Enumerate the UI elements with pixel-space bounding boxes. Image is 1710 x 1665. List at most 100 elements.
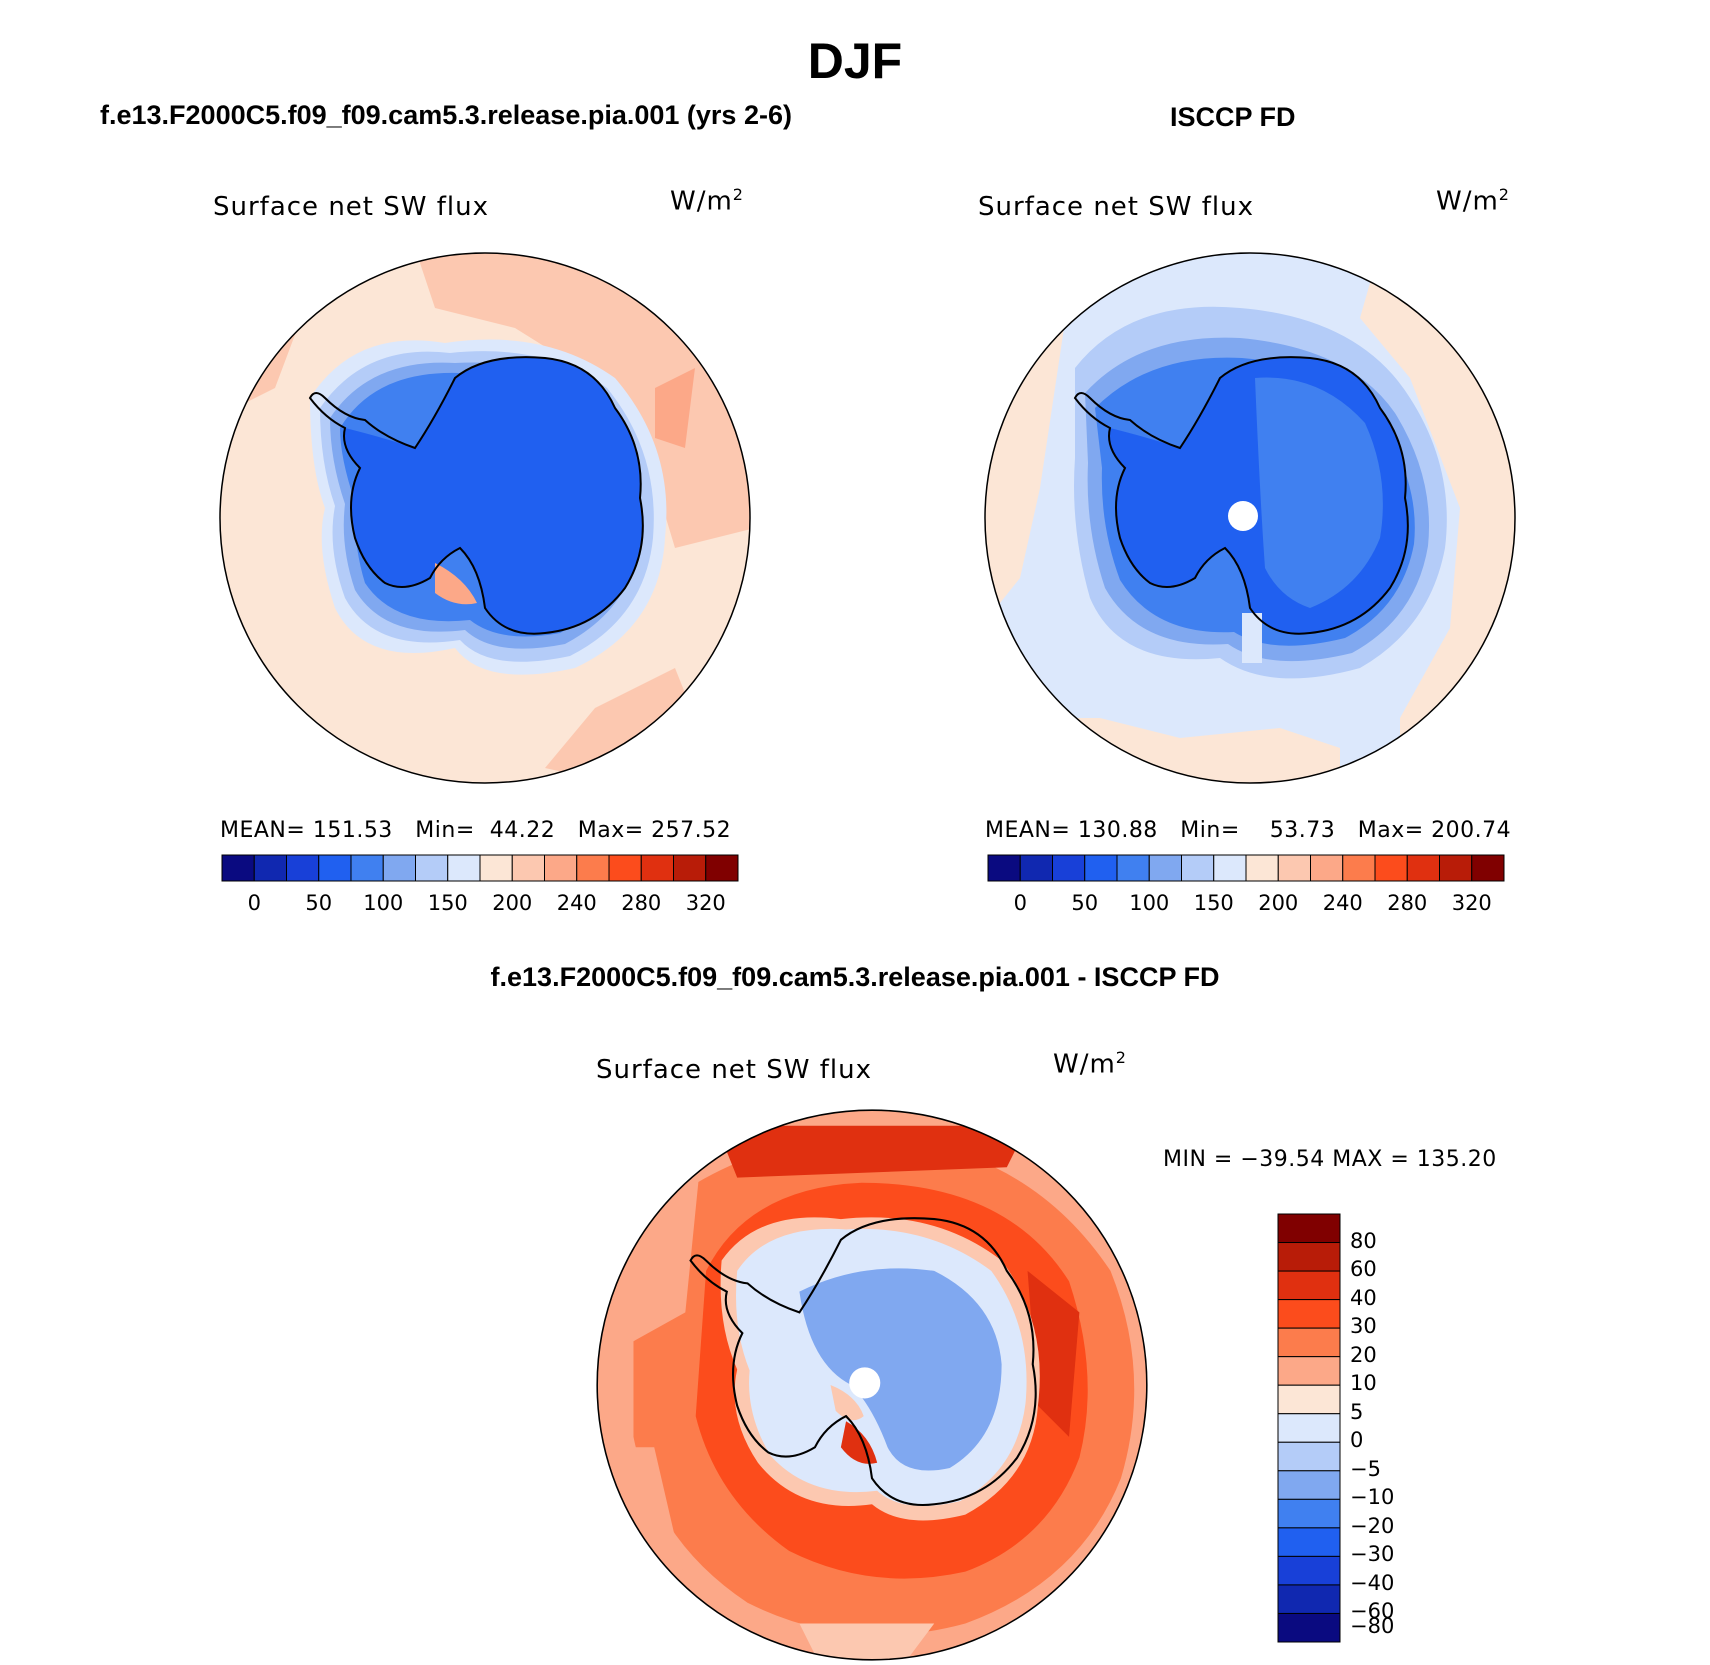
colorbar-swatch: [1277, 1384, 1341, 1415]
colorbar-swatch: [1245, 854, 1279, 882]
min-value: 53.73: [1269, 818, 1336, 843]
colorbar-swatch: [576, 854, 610, 882]
min-label: Min=: [1180, 818, 1240, 843]
max-label: Max=: [1357, 818, 1424, 843]
colorbar-swatch: [1277, 1413, 1341, 1443]
colorbar-swatch: [479, 854, 513, 882]
mean-value: 130.88: [1077, 818, 1158, 843]
colorbar-swatch: [608, 854, 642, 882]
colorbar-swatch: [1277, 854, 1311, 882]
colorbar-swatch: [350, 854, 384, 882]
variable-label-model: Surface net SW flux: [213, 192, 489, 222]
units-label-obs: W/m2: [1436, 185, 1510, 217]
colorbar-tick-label: 240: [556, 891, 597, 915]
colorbar-swatch: [1277, 1498, 1341, 1529]
colorbar-tick-label: −80: [1350, 1614, 1395, 1638]
units-superscript: 2: [1115, 1048, 1127, 1067]
colorbar-swatch: [1277, 1470, 1341, 1500]
mean-value: 151.53: [312, 818, 393, 843]
variable-label-obs: Surface net SW flux: [978, 192, 1254, 222]
colorbar-swatch: [640, 854, 674, 882]
colorbar-swatch: [1277, 1555, 1341, 1586]
colorbar-swatch: [382, 854, 416, 882]
units-superscript: 2: [1498, 185, 1510, 204]
colorbar-tick-label: 50: [1071, 891, 1099, 915]
colorbar-tick-label: −5: [1350, 1456, 1381, 1481]
colorbar-tick-label: 200: [492, 891, 533, 915]
colorbar-tick-label: 150: [427, 891, 468, 915]
colorbar-obs: [987, 854, 1505, 882]
min-label: Min=: [415, 818, 475, 843]
colorbar-tick-label: 30: [1350, 1314, 1377, 1339]
stats-model: MEAN= 151.53 Min= 44.22 Max= 257.52: [220, 818, 731, 843]
colorbar-swatch: [286, 854, 320, 882]
colorbar-tick-label: 5: [1350, 1399, 1364, 1424]
colorbar-tick-label: 0: [247, 891, 261, 915]
minmax-diff: MIN = −39.54 MAX = 135.20: [1163, 1147, 1497, 1172]
colorbar-tick-label: 240: [1322, 891, 1363, 915]
units-superscript: 2: [732, 185, 744, 204]
units-text: W/m: [1436, 186, 1499, 217]
colorbar-swatch: [1116, 854, 1150, 882]
colorbar-swatch: [1277, 1242, 1341, 1272]
colorbar-swatch: [1342, 854, 1376, 882]
mean-label: MEAN=: [220, 818, 306, 843]
colorbar-swatch: [1277, 1584, 1341, 1614]
stats-obs: MEAN= 130.88 Min= 53.73 Max= 200.74: [985, 818, 1511, 843]
colorbar-swatch: [1148, 854, 1182, 882]
colorbar-swatch: [1084, 854, 1118, 882]
colorbar-swatch: [1310, 854, 1344, 882]
colorbar-swatch: [253, 854, 287, 882]
colorbar-tick-label: 40: [1350, 1285, 1377, 1310]
colorbar-tick-label: −40: [1350, 1570, 1395, 1595]
max-value: 200.74: [1431, 818, 1512, 843]
colorbar-tick-label: 60: [1350, 1257, 1377, 1282]
colorbar-tick-label: 280: [621, 891, 662, 915]
colorbar-tick-label: 50: [305, 891, 333, 915]
colorbar-swatch: [544, 854, 578, 882]
colorbar-swatch: [447, 854, 481, 882]
colorbar-tick-label: 280: [1387, 891, 1428, 915]
colorbar-swatch: [1471, 854, 1505, 882]
units-text: W/m: [670, 186, 733, 217]
colorbar-swatch: [1374, 854, 1408, 882]
min-value: 44.22: [489, 818, 556, 843]
colorbar-swatch: [987, 854, 1021, 882]
panel-title-obs: ISCCP FD: [1170, 102, 1296, 132]
polar-map-model: [219, 252, 751, 784]
colorbar-diff: [1277, 1213, 1341, 1643]
colorbar-swatch: [1213, 854, 1247, 882]
polar-map-diff: [596, 1109, 1148, 1661]
colorbar-tick-label: −20: [1350, 1513, 1395, 1538]
max-label: Max=: [577, 818, 644, 843]
colorbar-tick-label: 10: [1350, 1371, 1377, 1396]
main-title: DJF: [807, 33, 903, 89]
colorbar-swatch: [1019, 854, 1053, 882]
colorbar-tick-label: 100: [1129, 891, 1170, 915]
colorbar-tick-label: 100: [363, 891, 404, 915]
colorbar-swatch: [1052, 854, 1086, 882]
colorbar-swatch: [1277, 1213, 1341, 1244]
colorbar-swatch: [673, 854, 707, 882]
colorbar-swatch: [1277, 1527, 1341, 1557]
colorbar-tick-label: 0: [1013, 891, 1027, 915]
colorbar-swatch: [415, 854, 449, 882]
colorbar-tick-label: 80: [1350, 1228, 1377, 1253]
colorbar-tick-label: −10: [1350, 1485, 1395, 1510]
colorbar-swatch: [1277, 1270, 1341, 1301]
colorbar-swatch: [318, 854, 352, 882]
colorbar-tick-label: −60: [1350, 1599, 1395, 1624]
mean-label: MEAN=: [985, 818, 1071, 843]
colorbar-tick-label: 150: [1193, 891, 1234, 915]
colorbar-tick-label: 0: [1350, 1428, 1364, 1453]
colorbar-tick-label: 320: [685, 891, 726, 915]
colorbar-swatch: [1439, 854, 1473, 882]
colorbar-swatch: [1277, 1612, 1341, 1643]
colorbar-swatch: [1406, 854, 1440, 882]
panel-title-model: f.e13.F2000C5.f09_f09.cam5.3.release.pia…: [100, 100, 792, 130]
colorbar-swatch: [1181, 854, 1215, 882]
panel-title-diff: f.e13.F2000C5.f09_f09.cam5.3.release.pia…: [490, 962, 1220, 992]
units-label-model: W/m2: [670, 185, 744, 217]
colorbar-swatch: [221, 854, 255, 882]
colorbar-tick-label: 320: [1451, 891, 1492, 915]
